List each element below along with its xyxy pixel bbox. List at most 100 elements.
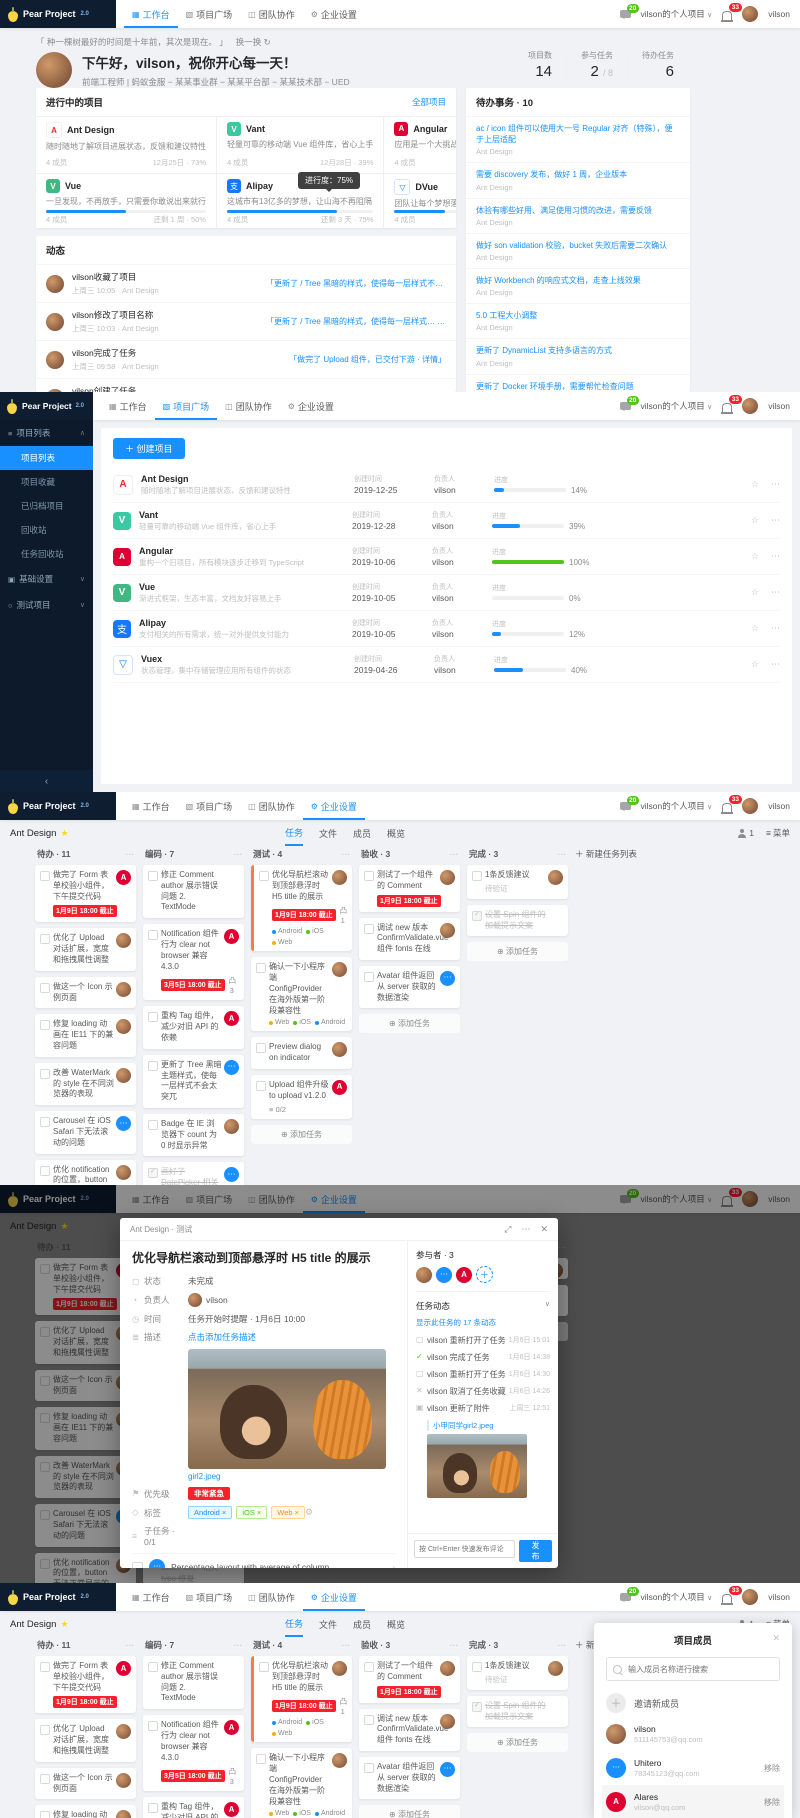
project-switcher[interactable]: vilson的个人项目 ∨	[640, 801, 713, 811]
nav-item[interactable]: ◫ 团队协作	[248, 801, 295, 812]
task-card[interactable]: 做完了 Form 表单校验小组件，下午提交代码 1月9日 18:00 截止 凸	[35, 1656, 136, 1714]
task-checkbox[interactable]	[40, 1165, 50, 1176]
sidebar-item[interactable]: 任务回收站	[21, 549, 64, 559]
task-card[interactable]: 确认一下小程序端 ConfigProvider 在海外版第一阶段兼容性 凸 We…	[251, 957, 352, 1032]
likes[interactable]: 凸3	[228, 976, 237, 996]
task-card[interactable]: 优化导航栏滚动到顶部悬浮时 H5 title 的展示 1月9日 18:00 截止…	[251, 865, 352, 952]
expand-icon[interactable]: ⤢	[504, 1223, 512, 1234]
project-card[interactable]: Angular 应用是一个大挑战，凡事都要做到一起，完美 4 成员1月6日 · …	[383, 116, 456, 173]
task-card[interactable]: Badge 在 IE 浏览器下 count 为 0 时显示异常 凸	[143, 1113, 244, 1157]
task-checkbox[interactable]	[364, 1762, 374, 1773]
task-checkbox[interactable]	[148, 930, 158, 941]
tag-chip[interactable]: Android ×	[188, 1506, 233, 1519]
row-more-icon[interactable]: ⋯	[771, 515, 780, 525]
task-card[interactable]: Preview dialog on indicator 凸	[251, 1037, 352, 1069]
nav-item[interactable]: ⚙ 企业设置	[303, 792, 365, 820]
nav-item[interactable]: ▦ 工作台	[109, 401, 147, 412]
board-tab[interactable]: 成员	[353, 1619, 372, 1630]
board-tab[interactable]: 文件	[319, 828, 338, 839]
participant-avatar[interactable]	[456, 1266, 472, 1283]
attachment-filename-link[interactable]: girl2.jpeg	[188, 1472, 221, 1481]
add-task-button[interactable]: ⊕ 添加任务	[359, 1805, 460, 1818]
member-row[interactable]: Alares vilson@qq.com 移除	[602, 1785, 784, 1818]
nav-item[interactable]: ▧ 项目广场	[185, 9, 233, 20]
task-checkbox[interactable]	[364, 871, 374, 881]
task-checkbox[interactable]	[40, 871, 50, 881]
task-card[interactable]: 优化 notification 的位置，button 无法正常显示的问题 凸	[35, 1159, 136, 1185]
nav-item[interactable]: ◫ 团队协作	[248, 9, 295, 20]
nav-item[interactable]: ⚙ 企业设置	[310, 9, 357, 20]
todo-link[interactable]: 做好 Workbench 的响应式文档，走查上线效果	[476, 275, 641, 285]
project-row[interactable]: Angular 重构一个旧项目，所有模块逐步迁移到 TypeScript 创建时…	[113, 539, 780, 575]
project-switcher[interactable]: vilson的个人项目 ∨	[640, 1592, 713, 1602]
task-checkbox[interactable]	[40, 1662, 50, 1672]
task-checkbox[interactable]	[148, 1721, 158, 1732]
todo-link[interactable]: 更新了 DynamicList 支持多语言的方式	[476, 346, 613, 356]
task-checkbox[interactable]	[40, 1068, 50, 1079]
favorite-star-icon[interactable]: ☆	[750, 659, 759, 669]
row-more-icon[interactable]: ⋯	[771, 479, 780, 489]
all-projects-link[interactable]: 全部项目	[411, 97, 446, 107]
likes[interactable]: 凸3	[228, 1767, 237, 1787]
task-card[interactable]: 重构 Tag 组件，减少对旧 API 的依赖 凸	[143, 1797, 244, 1818]
more-icon[interactable]: ⋯	[521, 1223, 531, 1234]
avatar[interactable]	[742, 6, 759, 22]
star-icon[interactable]: ★	[60, 827, 69, 838]
task-card[interactable]: 调试 new 版本 ConfirmValidate.vue 组件 fonts 在…	[359, 917, 460, 960]
task-card[interactable]: Notification 组件行为 clear not browser 兼容 4…	[143, 924, 244, 1001]
nav-item[interactable]: ▧ 项目广场	[185, 1592, 233, 1603]
send-comment-button[interactable]: 发 布	[519, 1540, 552, 1562]
add-list-button[interactable]: ＋ 新建任务列表	[575, 849, 637, 859]
board-menu-button[interactable]: ≡菜单	[766, 828, 790, 838]
task-checkbox[interactable]	[40, 1725, 50, 1736]
sidebar-item[interactable]: 项目列表	[0, 446, 93, 470]
task-checkbox[interactable]	[148, 1119, 158, 1130]
favorite-star-icon[interactable]: ☆	[750, 551, 759, 561]
task-card[interactable]: 做这一个 Icon 示例页面 凸	[35, 976, 136, 1009]
column-more-icon[interactable]: ⋯	[341, 848, 351, 859]
attachment-link[interactable]: 小甲同学girl2.jpeg	[427, 1420, 550, 1431]
task-card[interactable]: 修正 Comment author 展示错误问题 2. TextMode 凸	[143, 865, 244, 919]
tag-chip[interactable]: Web ×	[271, 1506, 306, 1519]
nav-item[interactable]: ◫ 团队协作	[225, 401, 272, 412]
nav-item[interactable]: ▧ 项目广场	[155, 392, 218, 420]
task-attachment-image[interactable]	[188, 1349, 386, 1469]
app-logo[interactable]: Pear Project 2.0	[0, 0, 116, 28]
remove-member-button[interactable]: 移除	[764, 1763, 780, 1773]
gear-icon[interactable]: ⚙	[305, 1507, 314, 1517]
remove-member-button[interactable]: 移除	[764, 1797, 780, 1807]
messages-button[interactable]: 20	[619, 4, 639, 19]
board-tab[interactable]: 文件	[319, 1619, 338, 1630]
sidebar-item[interactable]: 已归档项目	[21, 501, 64, 511]
task-checkbox[interactable]	[148, 1012, 158, 1023]
task-card[interactable]: 设置 Spin 组件的加载提示文案 凸	[467, 904, 568, 937]
column-more-icon[interactable]: ⋯	[557, 848, 567, 859]
chevron-down-icon[interactable]: ∨	[544, 1301, 550, 1308]
task-checkbox[interactable]	[148, 1060, 158, 1071]
subtask-checkbox[interactable]	[132, 1561, 143, 1568]
column-more-icon[interactable]: ⋯	[233, 848, 243, 859]
project-row[interactable]: Ant Design 随时随地了解项目进展状态，反馈和建议特性 创建时间 201…	[113, 467, 780, 503]
favorite-star-icon[interactable]: ☆	[750, 515, 759, 525]
sidebar-group[interactable]: ≡ 项目列表 ∧	[8, 428, 85, 438]
sidebar-group[interactable]: ○ 测试项目 ∨	[8, 600, 85, 610]
board-tab[interactable]: 任务	[285, 1611, 304, 1637]
messages-button[interactable]: 20	[619, 396, 639, 411]
notifications-button[interactable]: 33	[721, 2, 742, 22]
nav-item[interactable]: ⚙ 企业设置	[287, 401, 334, 412]
task-checkbox[interactable]	[40, 1117, 50, 1128]
board-tab[interactable]: 任务	[285, 820, 304, 846]
add-task-button[interactable]: ⊕ 添加任务	[251, 1124, 352, 1144]
task-card[interactable]: 修复 loading 动画在 IE11 下的兼容问题 凸	[35, 1014, 136, 1057]
task-checkbox[interactable]	[40, 1773, 50, 1784]
task-checkbox[interactable]	[148, 1803, 158, 1814]
column-more-icon[interactable]: ⋯	[125, 1639, 135, 1650]
task-card[interactable]: 设置 Spin 组件的加载提示文案 凸	[467, 1695, 568, 1728]
task-checkbox[interactable]	[148, 871, 158, 881]
notifications-button[interactable]: 33	[721, 794, 742, 814]
task-checkbox[interactable]	[472, 910, 482, 921]
task-checkbox[interactable]	[364, 1662, 374, 1672]
row-more-icon[interactable]: ⋯	[771, 551, 780, 561]
close-icon[interactable]: ✕	[540, 1223, 548, 1234]
comment-input[interactable]	[414, 1540, 515, 1558]
